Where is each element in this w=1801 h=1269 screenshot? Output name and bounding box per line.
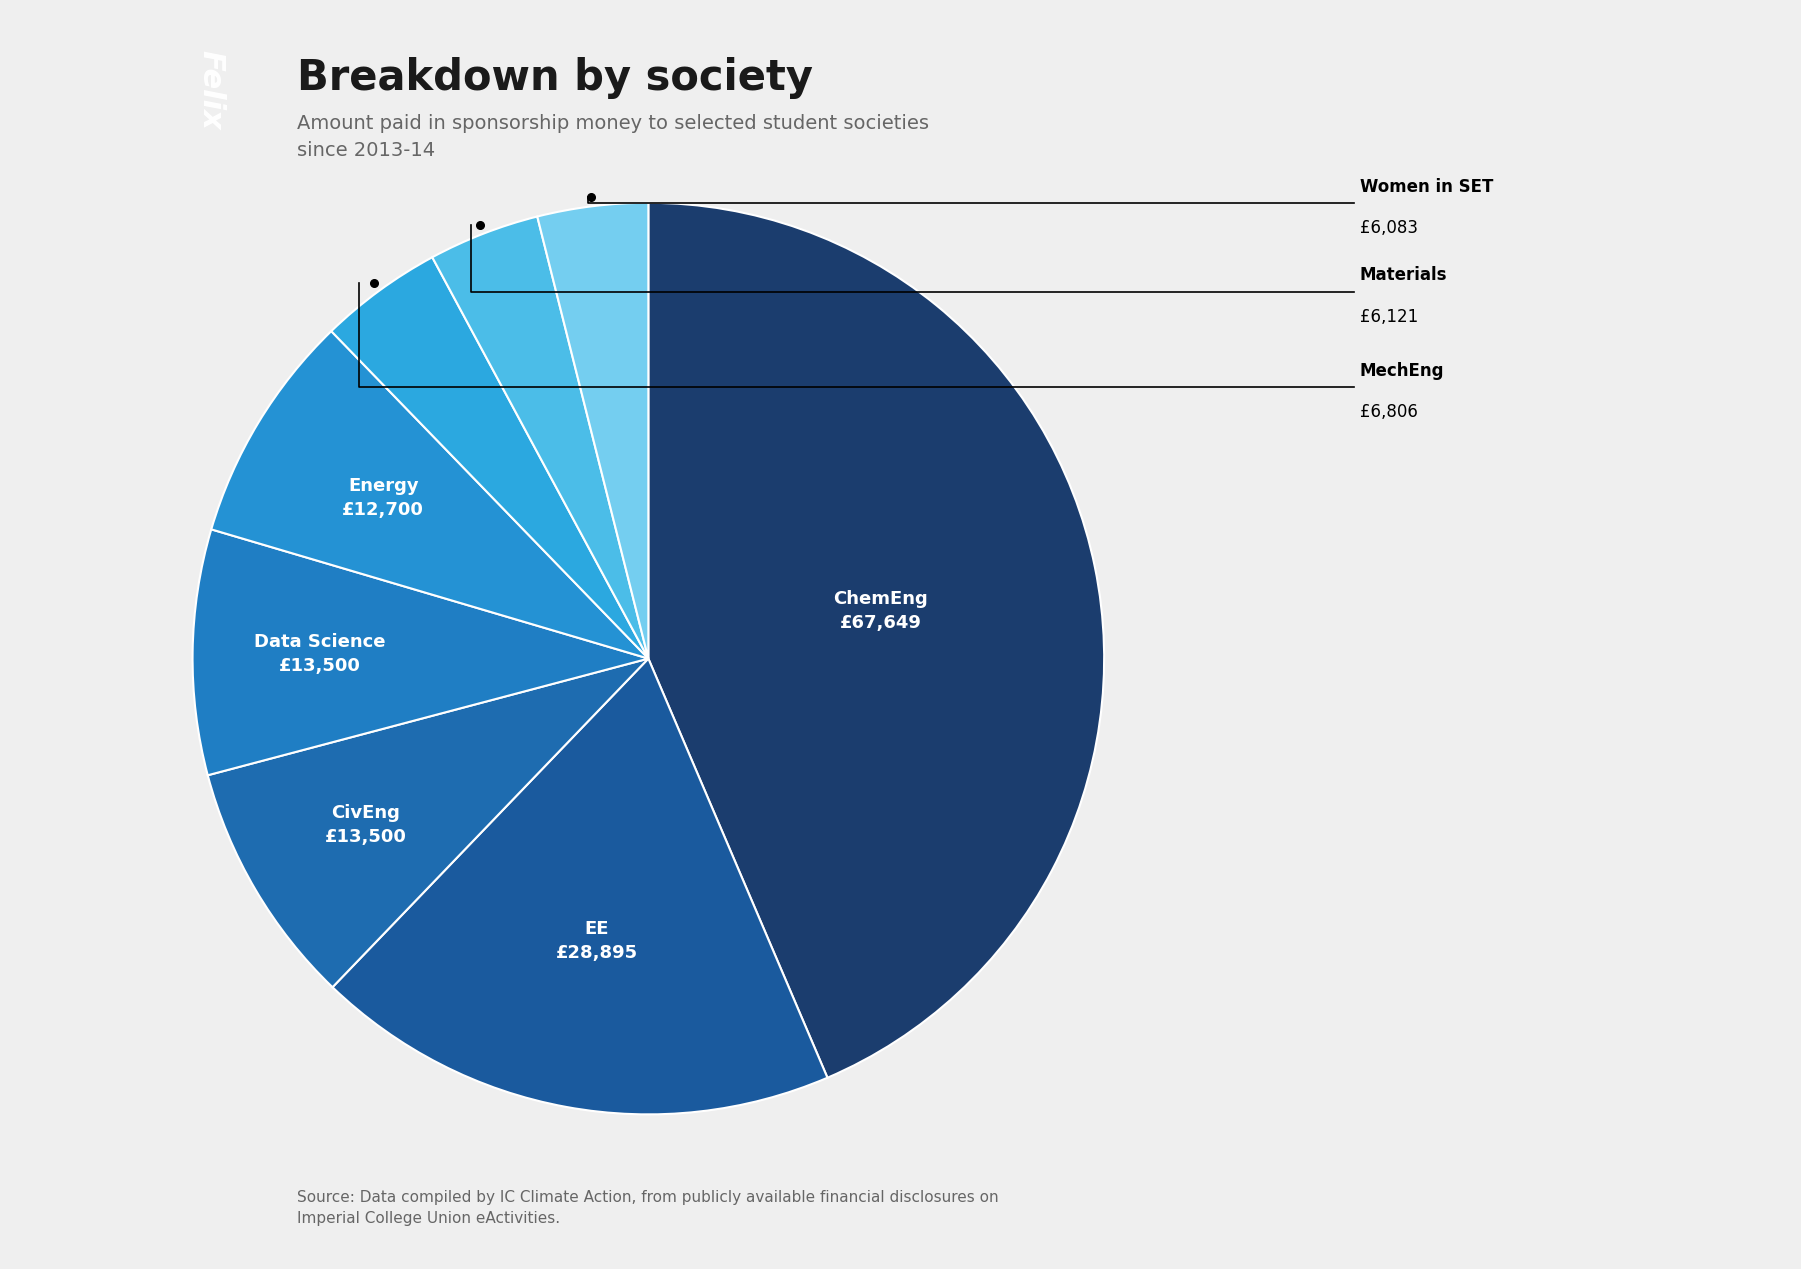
Wedge shape	[331, 258, 648, 659]
Text: MechEng: MechEng	[1360, 362, 1444, 379]
Wedge shape	[207, 659, 648, 987]
Text: £6,121: £6,121	[1360, 308, 1417, 326]
Wedge shape	[333, 659, 827, 1114]
Text: Materials: Materials	[1360, 266, 1448, 284]
Text: Data Science
£13,500: Data Science £13,500	[254, 633, 385, 675]
Wedge shape	[432, 217, 648, 659]
Wedge shape	[537, 203, 648, 659]
Text: Felix: Felix	[196, 51, 225, 129]
Wedge shape	[193, 529, 648, 775]
Wedge shape	[211, 331, 648, 659]
Wedge shape	[648, 203, 1104, 1077]
Text: CivEng
£13,500: CivEng £13,500	[324, 805, 407, 846]
Text: Source: Data compiled by IC Climate Action, from publicly available financial di: Source: Data compiled by IC Climate Acti…	[297, 1190, 1000, 1226]
Text: EE
£28,895: EE £28,895	[557, 920, 638, 962]
Text: Breakdown by society: Breakdown by society	[297, 57, 814, 99]
Text: Amount paid in sponsorship money to selected student societies
since 2013-14: Amount paid in sponsorship money to sele…	[297, 114, 929, 160]
Text: ChemEng
£67,649: ChemEng £67,649	[834, 590, 928, 632]
Text: Energy
£12,700: Energy £12,700	[342, 477, 425, 519]
Text: Women in SET: Women in SET	[1360, 178, 1493, 195]
Text: £6,083: £6,083	[1360, 220, 1417, 237]
Text: £6,806: £6,806	[1360, 404, 1417, 421]
